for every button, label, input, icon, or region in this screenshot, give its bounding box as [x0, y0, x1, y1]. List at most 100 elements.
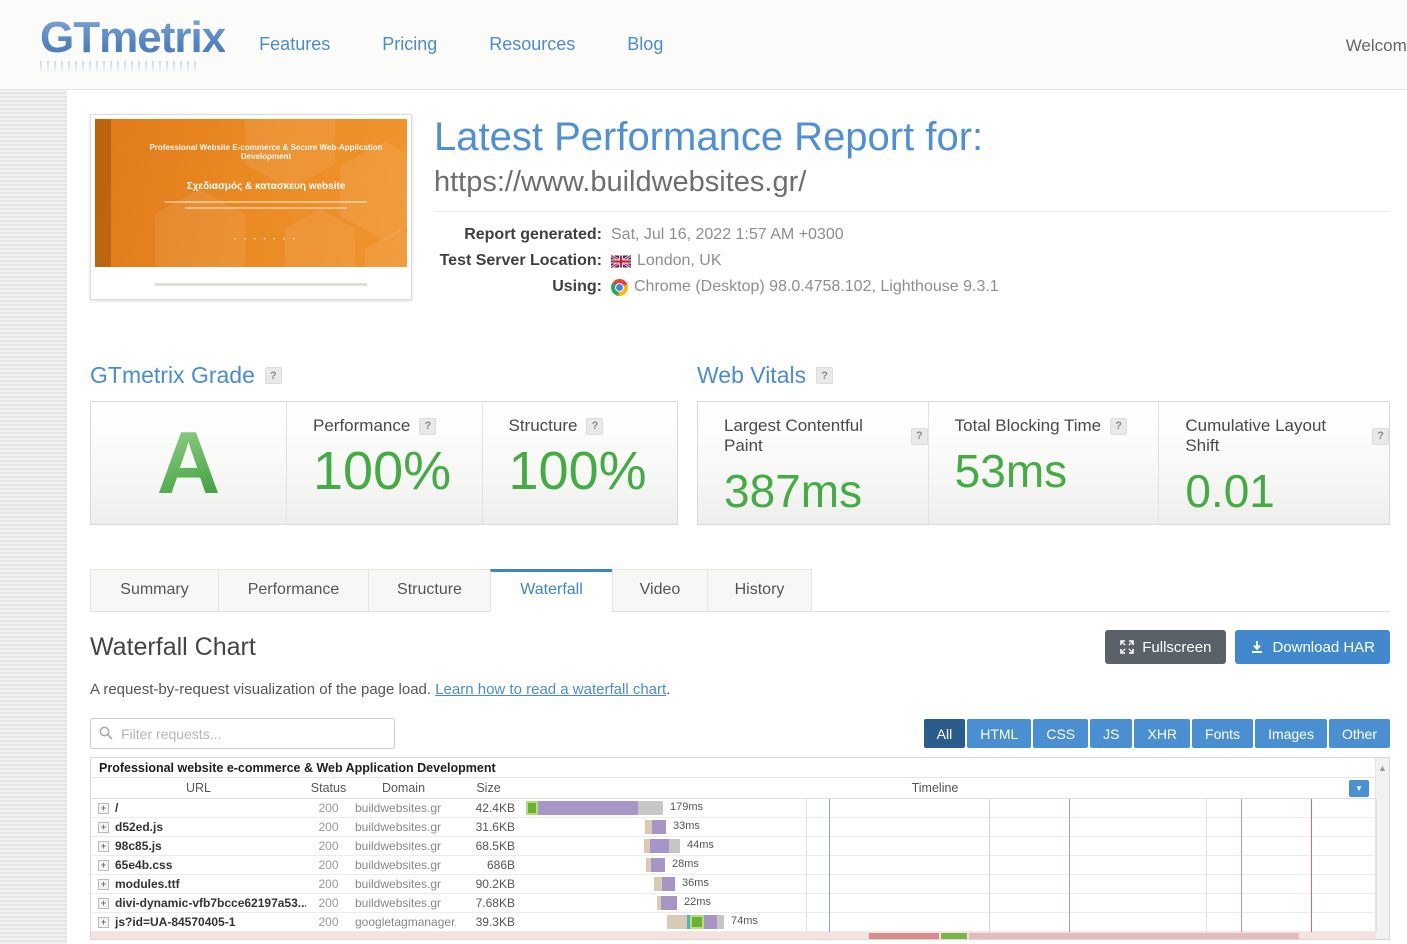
filter-other[interactable]: Other: [1328, 719, 1390, 748]
nav-link-resources[interactable]: Resources: [489, 34, 576, 54]
tbt-help-icon[interactable]: ?: [1110, 417, 1128, 435]
request-size: 42.4KB: [475, 801, 515, 815]
tab-structure[interactable]: Structure: [368, 569, 490, 611]
vertical-scrollbar[interactable]: ▲: [1375, 757, 1390, 940]
filter-fonts[interactable]: Fonts: [1192, 719, 1254, 748]
site-screenshot-thumbnail[interactable]: Professional Website E-commerce & Secure…: [90, 114, 412, 300]
request-domain: buildwebsites.gr: [355, 896, 442, 910]
grade-letter: A: [156, 413, 221, 512]
waterfall-chart-heading: Waterfall Chart: [90, 632, 256, 661]
request-duration: 36ms: [682, 877, 709, 889]
welcome-user-text[interactable]: Welcome W: [1345, 36, 1407, 55]
cls-help-icon[interactable]: ?: [1372, 427, 1390, 445]
download-har-button[interactable]: Download HAR: [1235, 630, 1390, 664]
tab-performance[interactable]: Performance: [218, 569, 368, 611]
timeline-segment-gray: [669, 839, 680, 853]
performance-value: 100%: [313, 441, 452, 501]
filter-images[interactable]: Images: [1255, 719, 1327, 748]
filter-css[interactable]: CSS: [1033, 719, 1089, 748]
filter-html[interactable]: HTML: [967, 719, 1032, 748]
nav-link-pricing[interactable]: Pricing: [382, 34, 438, 54]
lcp-help-icon[interactable]: ?: [911, 427, 928, 445]
timeline-segment-green: [690, 915, 704, 929]
column-timeline[interactable]: Timeline: [911, 781, 959, 795]
request-domain: buildwebsites.gr: [355, 801, 442, 815]
expand-row-icon[interactable]: +: [98, 859, 109, 871]
table-row[interactable]: + divi-dynamic-vfb7bcce62197a53... 200 b…: [91, 894, 1375, 913]
expand-row-icon[interactable]: +: [98, 840, 109, 852]
request-duration: 22ms: [684, 896, 711, 908]
table-row[interactable]: + / 200 buildwebsites.gr 42.4KB 179ms: [91, 799, 1375, 818]
thumbnail-sidebar: [95, 119, 111, 267]
request-domain: buildwebsites.gr: [355, 820, 442, 834]
waterfall-learn-link[interactable]: Learn how to read a waterfall chart: [435, 681, 667, 698]
tab-video[interactable]: Video: [612, 569, 707, 611]
expand-row-icon[interactable]: +: [98, 821, 109, 833]
timeline-options-dropdown[interactable]: ▼: [1349, 779, 1369, 797]
gtmetrix-logo[interactable]: GTmetrix: [40, 16, 226, 73]
main-content: Professional Website E-commerce & Secure…: [67, 90, 1407, 944]
lcp-metric: Largest Contentful Paint ? 387ms: [698, 402, 929, 524]
request-url: modules.ttf: [115, 877, 180, 891]
web-vitals-title: Web Vitals: [697, 362, 807, 388]
report-header: Professional Website E-commerce & Secure…: [90, 114, 1390, 318]
timeline-segment-teal: [687, 915, 690, 929]
table-row[interactable]: + 65e4b.css 200 buildwebsites.gr 686B 28…: [91, 856, 1375, 875]
column-domain[interactable]: Domain: [381, 781, 426, 795]
request-url: 65e4b.css: [115, 858, 173, 872]
nav-links: Features Pricing Resources Blog: [259, 34, 663, 55]
request-domain: buildwebsites.gr: [355, 839, 442, 853]
timeline-segment-purple: [652, 820, 666, 834]
timeline-segment-tan: [645, 820, 652, 834]
nav-link-blog[interactable]: Blog: [627, 34, 664, 54]
structure-metric: Structure ? 100%: [483, 402, 678, 524]
column-size[interactable]: Size: [476, 781, 501, 795]
expand-row-icon[interactable]: +: [98, 802, 109, 814]
request-size: 686B: [486, 858, 515, 872]
tab-waterfall[interactable]: Waterfall: [490, 569, 612, 612]
filter-all[interactable]: All: [923, 719, 966, 748]
thumbnail-subheading: Σχεδιασμός & κατασκευη website: [186, 181, 346, 192]
table-row[interactable]: + 98c85.js 200 buildwebsites.gr 68.5KB 4…: [91, 837, 1375, 856]
grade-help-icon[interactable]: ?: [264, 367, 282, 384]
request-timeline: 74ms: [521, 913, 1375, 931]
nav-link-features[interactable]: Features: [259, 34, 331, 54]
request-size: 68.5KB: [475, 839, 515, 853]
table-row[interactable]: + js?id=UA-84570405-1 200 googletagmanag…: [91, 913, 1375, 932]
column-status[interactable]: Status: [310, 781, 347, 795]
lcp-value: 387ms: [724, 465, 863, 517]
scroll-up-arrow-icon[interactable]: ▲: [1378, 763, 1387, 773]
request-status: 200: [318, 839, 339, 853]
thumbnail-heading: Professional Website E-commerce & Secure…: [149, 143, 383, 161]
web-vitals-help-icon[interactable]: ?: [816, 367, 834, 384]
filter-requests-input[interactable]: [90, 718, 395, 749]
request-type-filters: All HTML CSS JS XHR Fonts Images Other: [923, 719, 1390, 748]
report-generated-value: Sat, Jul 16, 2022 1:57 AM +0300: [611, 226, 844, 243]
tbt-value: 53ms: [954, 445, 1068, 497]
request-url: /: [115, 801, 119, 815]
structure-help-icon[interactable]: ?: [586, 417, 604, 435]
expand-row-icon[interactable]: +: [98, 897, 109, 909]
performance-metric: Performance ? 100%: [287, 402, 483, 524]
request-url: divi-dynamic-vfb7bcce62197a53...: [115, 896, 306, 910]
expand-row-icon[interactable]: +: [98, 916, 109, 928]
tab-summary[interactable]: Summary: [90, 569, 218, 611]
performance-help-icon[interactable]: ?: [419, 417, 437, 435]
cls-metric: Cumulative Layout Shift ? 0.01: [1159, 402, 1390, 524]
filter-js[interactable]: JS: [1090, 719, 1133, 748]
request-timeline: 22ms: [521, 894, 1375, 912]
download-icon: [1252, 641, 1263, 653]
column-url[interactable]: URL: [185, 781, 211, 795]
table-row[interactable]: + d52ed.js 200 buildwebsites.gr 31.6KB 3…: [91, 818, 1375, 837]
waterfall-page-title[interactable]: Professional website e-commerce & Web Ap…: [91, 758, 1375, 778]
table-row[interactable]: + modules.ttf 200 buildwebsites.gr 90.2K…: [91, 875, 1375, 894]
waterfall-description: A request-by-request visualization of th…: [90, 681, 671, 698]
tab-history[interactable]: History: [707, 569, 812, 611]
fullscreen-icon: [1120, 640, 1135, 654]
expand-row-icon[interactable]: +: [98, 878, 109, 890]
request-status: 200: [318, 915, 339, 929]
fullscreen-button[interactable]: Fullscreen: [1105, 630, 1227, 664]
search-icon: [99, 726, 113, 740]
filter-xhr[interactable]: XHR: [1134, 719, 1191, 748]
waterfall-table-body: + / 200 buildwebsites.gr 42.4KB 179ms + …: [91, 799, 1377, 932]
